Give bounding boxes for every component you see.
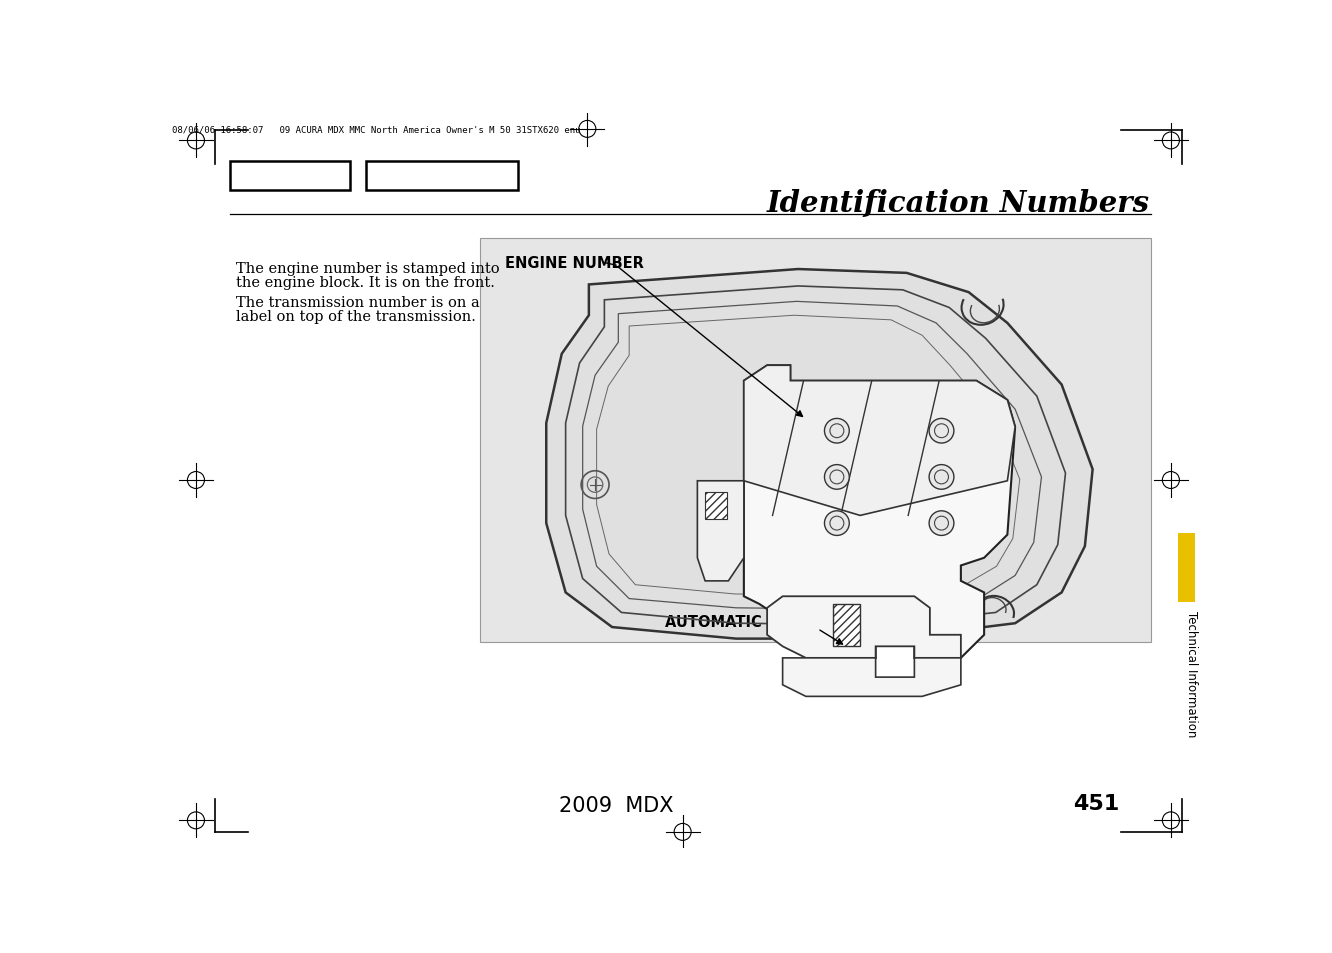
Text: AUTOMATIC TRANSMISSION NUMBER: AUTOMATIC TRANSMISSION NUMBER bbox=[665, 614, 970, 629]
Circle shape bbox=[825, 465, 850, 490]
Text: Technical Information: Technical Information bbox=[1184, 611, 1197, 737]
Circle shape bbox=[930, 419, 954, 443]
Polygon shape bbox=[546, 270, 1092, 639]
Polygon shape bbox=[767, 597, 960, 659]
Text: Identification Numbers: Identification Numbers bbox=[766, 189, 1150, 217]
Text: The engine number is stamped into: The engine number is stamped into bbox=[236, 262, 500, 276]
Text: the engine block. It is on the front.: the engine block. It is on the front. bbox=[236, 275, 496, 290]
Bar bbox=[230, 162, 350, 192]
Bar bbox=[366, 162, 518, 192]
Text: 08/06/06 16:58:07   09 ACURA MDX MMC North America Owner's M 50 31STX620 enu: 08/06/06 16:58:07 09 ACURA MDX MMC North… bbox=[172, 125, 579, 134]
Text: The transmission number is on a: The transmission number is on a bbox=[236, 295, 480, 310]
Text: ENGINE NUMBER: ENGINE NUMBER bbox=[505, 256, 645, 271]
Bar bbox=[1177, 534, 1195, 603]
Circle shape bbox=[825, 511, 850, 536]
Text: 2009  MDX: 2009 MDX bbox=[558, 795, 673, 815]
Polygon shape bbox=[698, 481, 743, 581]
Polygon shape bbox=[783, 659, 960, 697]
Bar bbox=[832, 604, 860, 647]
Circle shape bbox=[825, 419, 850, 443]
Bar bbox=[481, 239, 1151, 642]
Text: label on top of the transmission.: label on top of the transmission. bbox=[236, 310, 476, 324]
Polygon shape bbox=[743, 366, 1015, 516]
Bar bbox=[705, 493, 727, 519]
Polygon shape bbox=[743, 366, 1015, 659]
Text: 451: 451 bbox=[1074, 793, 1120, 813]
Circle shape bbox=[930, 511, 954, 536]
Circle shape bbox=[930, 465, 954, 490]
